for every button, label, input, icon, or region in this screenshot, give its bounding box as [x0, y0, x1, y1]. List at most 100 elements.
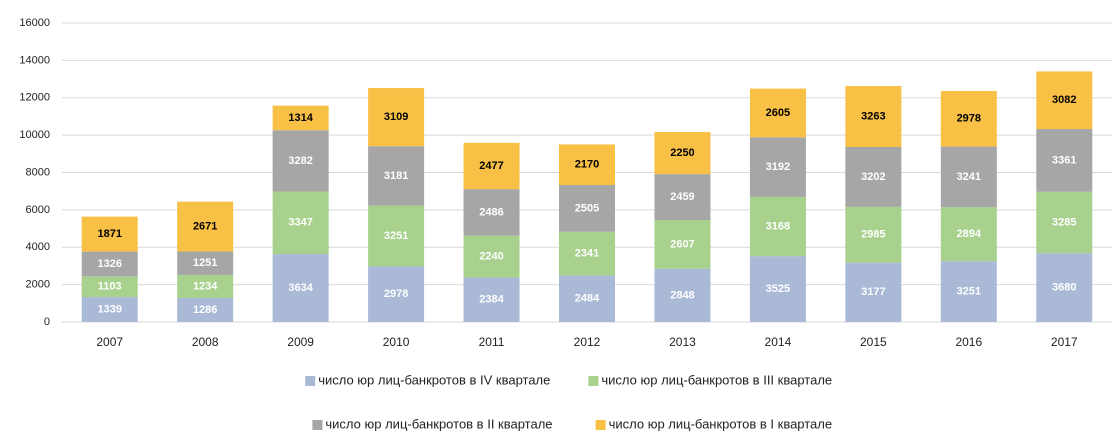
bar-segment	[749, 88, 806, 138]
legend-swatch	[588, 376, 599, 386]
value-label: 2607	[670, 238, 694, 250]
bar-segment	[845, 86, 902, 148]
bar-segment	[368, 205, 425, 267]
value-label: 2250	[670, 147, 694, 159]
value-label: 2477	[479, 160, 503, 172]
legend-label: число юр лиц-банкротов в I квартале	[609, 416, 833, 431]
value-label: 2985	[861, 229, 885, 241]
value-label: 2978	[957, 113, 981, 125]
bar-segment	[81, 216, 138, 252]
bar-segment	[177, 251, 234, 275]
bar-segment	[559, 231, 615, 276]
y-tick-label: 12000	[19, 92, 50, 104]
value-label: 3181	[384, 170, 408, 182]
bar-segment	[81, 276, 138, 297]
x-tick-label: 2014	[765, 335, 792, 349]
y-tick-label: 8000	[26, 166, 50, 178]
bar-segment	[463, 142, 520, 190]
bar-segment	[940, 146, 997, 208]
bar-segment	[749, 196, 806, 257]
bar-segment	[463, 235, 520, 278]
bar-segment	[1036, 71, 1093, 130]
x-tick-label: 2015	[860, 335, 887, 349]
value-label: 2605	[766, 107, 790, 119]
value-label: 2671	[193, 220, 217, 232]
y-tick-label: 2000	[26, 279, 50, 291]
x-tick-label: 2010	[383, 335, 410, 349]
bar-segment	[559, 185, 615, 232]
y-tick-label: 0	[44, 316, 50, 328]
bar-segment	[654, 268, 711, 322]
value-label: 1314	[288, 112, 313, 124]
value-label: 2486	[479, 206, 503, 218]
bar-segment	[559, 144, 615, 186]
bar-segment	[940, 261, 997, 322]
bar-segment	[845, 206, 902, 263]
y-tick-label: 14000	[19, 54, 50, 66]
bar-segment	[177, 297, 234, 322]
legend-swatch	[312, 420, 323, 430]
x-tick-label: 2009	[287, 335, 314, 349]
value-label: 1251	[193, 257, 217, 269]
value-label: 3192	[766, 161, 790, 173]
value-label: 2384	[479, 294, 504, 306]
value-label: 1286	[193, 304, 217, 316]
value-label: 3082	[1052, 94, 1076, 106]
value-label: 3285	[1052, 216, 1076, 228]
bar-segment	[177, 201, 234, 252]
bar-segment	[654, 174, 711, 221]
legend-swatch	[595, 420, 606, 430]
value-label: 3263	[861, 110, 885, 122]
value-label: 1234	[193, 280, 218, 292]
bar-segment	[177, 274, 234, 298]
bar-segment	[463, 277, 520, 322]
bar-segment	[654, 132, 711, 175]
value-label: 3282	[288, 155, 312, 167]
bar-segment	[940, 207, 997, 262]
value-label: 2170	[575, 159, 599, 171]
value-label: 3251	[384, 230, 408, 242]
legend-label: число юр лиц-банкротов в II квартале	[325, 416, 552, 431]
x-tick-label: 2012	[574, 335, 601, 349]
value-label: 1326	[97, 258, 121, 270]
bar-segment	[368, 266, 425, 322]
bar-segment	[272, 254, 329, 322]
x-tick-label: 2013	[669, 335, 696, 349]
x-tick-label: 2017	[1051, 335, 1078, 349]
y-tick-label: 16000	[19, 17, 50, 29]
value-label: 3347	[288, 217, 312, 229]
legend-label: число юр лиц-банкротов в III квартале	[601, 372, 832, 387]
bar-segment	[272, 191, 329, 255]
bar-segment	[81, 296, 138, 322]
value-label: 3241	[957, 171, 981, 183]
value-label: 2894	[957, 228, 982, 240]
bar-segment	[940, 90, 997, 147]
value-label: 2505	[575, 202, 599, 214]
value-label: 3680	[1052, 282, 1076, 294]
legend-swatch	[305, 376, 316, 386]
bar-segment	[1036, 253, 1093, 322]
bar-segment	[654, 220, 711, 269]
value-label: 3168	[766, 220, 790, 232]
bar-segment	[559, 275, 615, 322]
x-tick-label: 2011	[479, 335, 505, 349]
y-tick-label: 6000	[26, 204, 50, 216]
bar-segment	[845, 262, 902, 322]
x-tick-label: 2007	[96, 335, 123, 349]
bar-segment	[749, 137, 806, 197]
y-tick-label: 4000	[26, 241, 50, 253]
value-label: 2459	[670, 191, 694, 203]
value-label: 2848	[670, 289, 694, 301]
value-label: 1871	[97, 228, 121, 240]
value-label: 3525	[766, 283, 790, 295]
value-label: 3251	[957, 286, 981, 298]
value-label: 2978	[384, 288, 408, 300]
bar-segment	[368, 88, 425, 147]
value-label: 2341	[575, 248, 599, 260]
x-tick-label: 2008	[192, 335, 219, 349]
value-label: 3202	[861, 171, 885, 183]
legend-label: число юр лиц-банкротов в IV квартале	[318, 372, 550, 387]
value-label: 3634	[288, 282, 313, 294]
value-label: 3177	[861, 286, 885, 298]
